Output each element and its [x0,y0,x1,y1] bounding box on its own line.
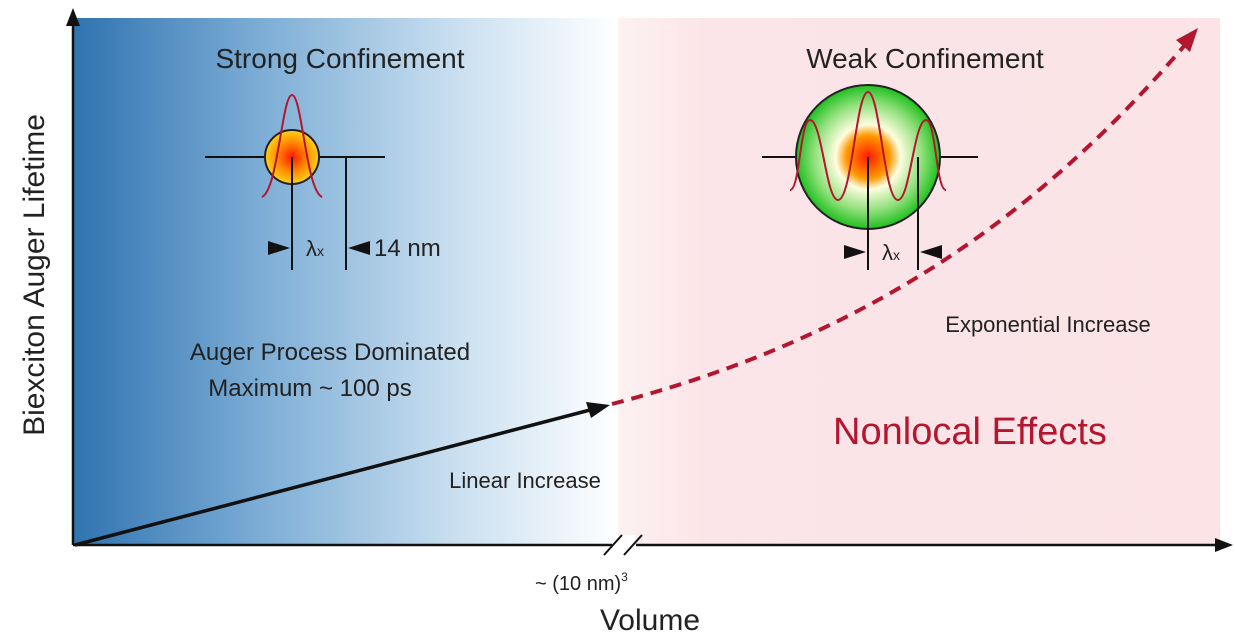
nonlocal-region [612,18,1220,545]
confinement-region [73,18,618,545]
x-axis-arrow [1215,538,1233,552]
y-axis-label: Biexciton Auger Lifetime [18,114,51,436]
y-axis-arrow [66,8,80,26]
lambda-subscript: x [317,243,324,259]
size-label: 14 nm [374,235,441,262]
break-value: ~ (10 nm) [535,573,621,595]
break-exponent: 3 [621,570,628,584]
regime-text: Maximum ~ 100 ps [208,375,411,402]
weak-title: Weak Confinement [806,43,1044,74]
trend-label: Exponential Increase [945,312,1150,337]
lambda: λ [306,236,317,261]
x-axis-label: Volume [600,604,700,637]
regime-text: Auger Process Dominated [190,339,470,366]
diagram: λx 14 nm λx Strong Confinement Weak Conf… [0,0,1235,638]
effect-label: Nonlocal Effects [833,411,1107,453]
strong-title: Strong Confinement [215,43,464,74]
x-break-label: ~ (10 nm)3 [535,570,628,595]
lambda: λ [882,240,893,265]
trend-label: Linear Increase [449,468,601,493]
lambda-subscript: x [893,247,900,263]
